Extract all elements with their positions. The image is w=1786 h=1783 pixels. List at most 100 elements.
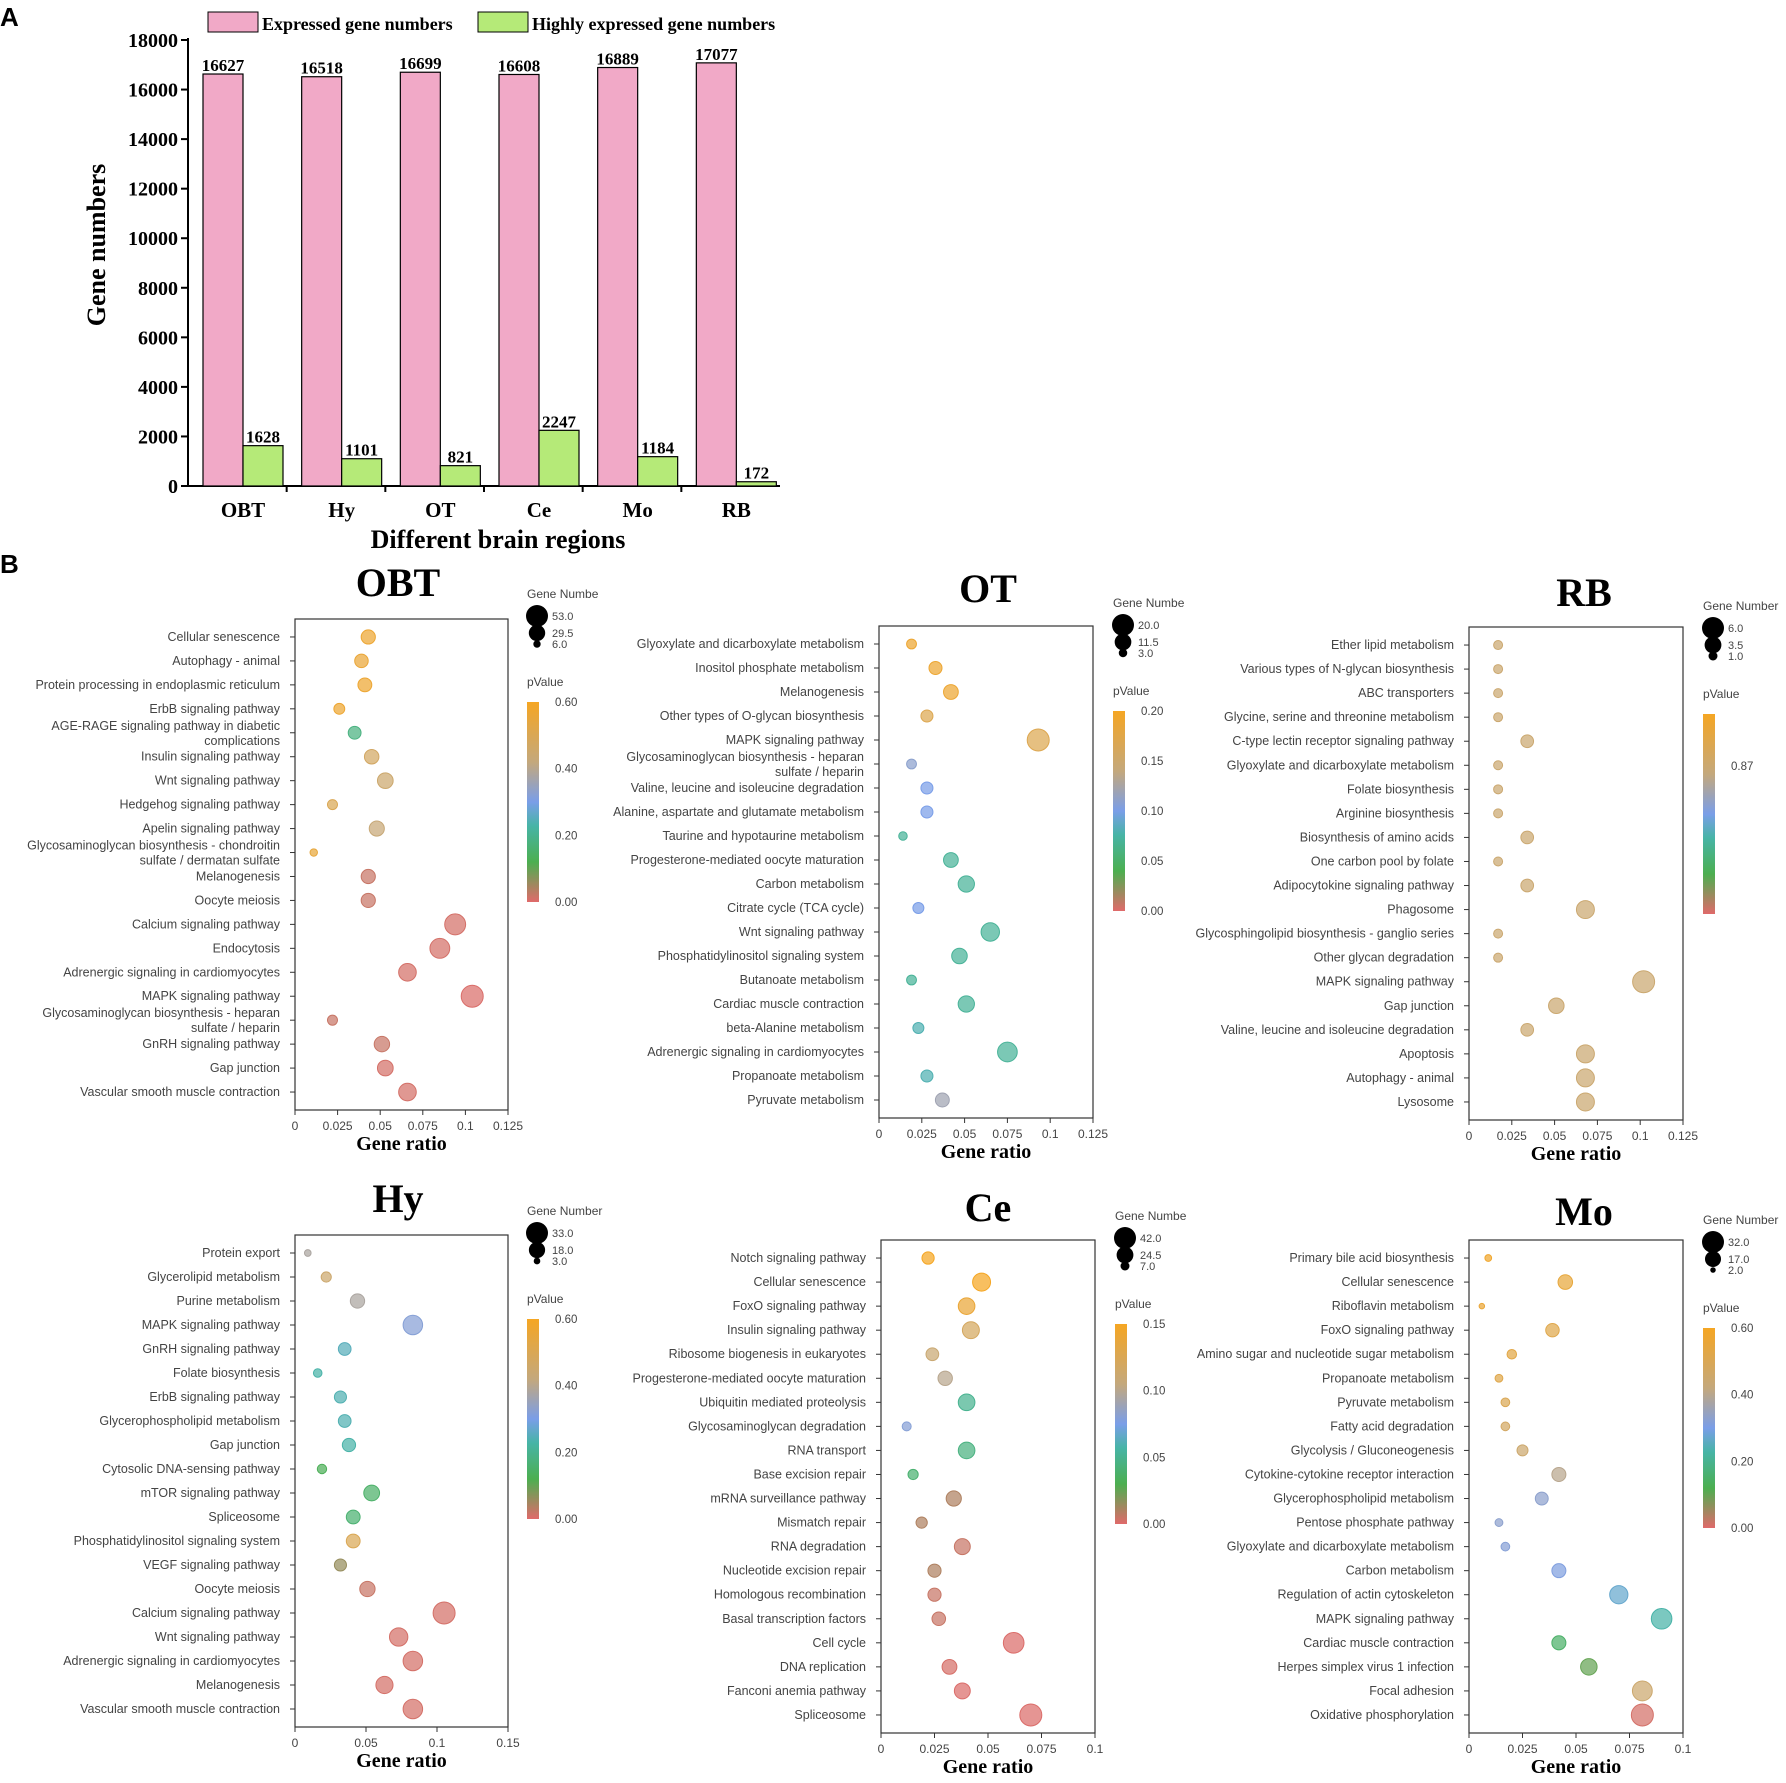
bar-expressed-mo <box>597 66 639 487</box>
size-legend-dot <box>1118 648 1128 658</box>
size-legend-title: Gene Number <box>1703 1213 1778 1227</box>
x-axis-label: Gene ratio <box>1531 1143 1622 1165</box>
size-legend-label: 3.5 <box>1728 640 1743 652</box>
size-legend-title: Gene Number <box>1703 599 1778 613</box>
y-tick-label: 4000 <box>138 377 178 399</box>
bubble-point <box>953 1538 971 1556</box>
bubble-point <box>1520 734 1535 749</box>
x-tick-label: 0 <box>1466 1742 1473 1756</box>
term-label: C-type lectin receptor signaling pathway <box>1232 734 1454 748</box>
x-axis-label: Gene ratio <box>356 1133 447 1155</box>
color-legend-tick: 0.00 <box>1731 1523 1753 1535</box>
bubble-point <box>1630 1703 1654 1727</box>
term-label: Phosphatidylinositol signaling system <box>658 949 864 963</box>
bubble-point <box>320 1271 332 1283</box>
size-legend-label: 29.5 <box>552 628 573 640</box>
bubble-point <box>1500 1397 1511 1408</box>
x-tick-label: 0 <box>1466 1129 1473 1143</box>
bubble-point <box>912 1022 925 1034</box>
bar-expressed-hy <box>301 76 343 487</box>
bar-value-label: 1101 <box>345 441 378 460</box>
term-label: FoxO signaling pathway <box>733 1299 867 1313</box>
size-legend-label: 20.0 <box>1138 620 1159 632</box>
bubble-point <box>1506 1348 1518 1360</box>
x-tick-label: 0.075 <box>992 1127 1022 1141</box>
term-label: Gap junction <box>210 1061 280 1075</box>
x-tick-label: 0.05 <box>354 1736 378 1750</box>
plot-frame <box>294 618 509 1111</box>
term-label: Cellular senescence <box>1341 1275 1454 1289</box>
bubble-point <box>354 653 369 669</box>
size-legend-label: 11.5 <box>1138 637 1159 649</box>
term-label: Adrenergic signaling in cardiomyocytes <box>647 1045 864 1059</box>
term-label: MAPK signaling pathway <box>1316 1612 1455 1626</box>
plot-frame <box>1468 1239 1684 1734</box>
term-label: Cytokine-cytokine receptor interaction <box>1245 1467 1454 1481</box>
bubble-point <box>1575 1044 1595 1064</box>
color-legend-tick: 0.20 <box>555 1447 577 1459</box>
x-tick-label: 0.1 <box>1087 1742 1104 1756</box>
color-legend-tick: 0.05 <box>1141 856 1163 868</box>
bubble-point <box>402 1314 424 1336</box>
x-tick-label: 0.1 <box>429 1736 446 1750</box>
term-label: Basal transcription factors <box>722 1612 866 1626</box>
bubble-chart-rb: RB 0 0.025 0.05 0.075 0.1 0.125 Gene ratio Ether… <box>1196 570 1779 1165</box>
x-axis-label: Gene ratio <box>943 1756 1034 1778</box>
term-label: Taurine and hypotaurine metabolism <box>662 829 864 843</box>
bubble-point <box>376 772 394 790</box>
term-label: Wnt signaling pathway <box>739 925 865 939</box>
term-label: Insulin signaling pathway <box>727 1323 867 1337</box>
bubble-point <box>906 638 917 650</box>
panel-label-a: A <box>0 2 19 32</box>
bubble-chart-ce: Ce 0 0.025 0.05 0.075 0.1 Gene ratio Notch sign… <box>633 1185 1187 1778</box>
size-legend-dot <box>1704 636 1722 654</box>
bubble-point <box>1002 1631 1025 1654</box>
term-label: Glycolysis / Gluconeogenesis <box>1291 1443 1454 1457</box>
bubble-point <box>997 1041 1018 1063</box>
bubble-point <box>921 1251 935 1265</box>
bubble-point <box>333 1390 347 1404</box>
term-label: Pentose phosphate pathway <box>1296 1516 1455 1530</box>
term-label: Carbon metabolism <box>756 877 864 891</box>
term-label: beta-Alanine metabolism <box>726 1021 864 1035</box>
y-tick-label: 14000 <box>128 129 178 151</box>
bar-value-label: 2247 <box>542 412 577 431</box>
bubble-point <box>1534 1491 1549 1506</box>
color-legend-tick: 0.05 <box>1143 1452 1165 1464</box>
term-label: Adrenergic signaling in cardiomyocytes <box>63 965 280 979</box>
bubble-point <box>951 947 968 965</box>
bubble-point <box>931 1611 947 1627</box>
color-legend-tick: 0.15 <box>1143 1319 1165 1331</box>
term-label: Focal adhesion <box>1369 1684 1454 1698</box>
term-label: Glyoxylate and dicarboxylate metabolism <box>637 637 864 651</box>
bubble-point <box>360 892 376 909</box>
bubble-point <box>943 684 959 700</box>
x-tick-label: 0 <box>292 1736 299 1750</box>
plot-frame <box>880 1239 1096 1734</box>
bubble-point <box>957 1297 976 1315</box>
size-legend-label: 24.5 <box>1140 1250 1161 1262</box>
x-tick-label-rb: RB <box>722 498 751 522</box>
bubble-point <box>312 1368 323 1378</box>
x-tick-label-hy: Hy <box>328 498 355 522</box>
bubble-point <box>402 1698 424 1720</box>
color-legend-tick: 0.00 <box>555 1514 577 1526</box>
term-label: Purine metabolism <box>176 1294 280 1308</box>
term-label: Glyoxylate and dicarboxylate metabolism <box>1227 758 1454 772</box>
size-legend-label: 3.0 <box>1138 648 1153 660</box>
term-label: DNA replication <box>780 1660 866 1674</box>
bubble-point <box>1493 784 1504 795</box>
legend-swatch-highly <box>477 11 529 33</box>
color-legend-title: pValue <box>1115 1297 1152 1311</box>
bubble-point <box>360 629 376 645</box>
bubble-point <box>359 1580 376 1598</box>
bubble-point <box>1575 1092 1595 1112</box>
bubble-point <box>906 758 917 770</box>
term-label: Pyruvate metabolism <box>747 1093 864 1107</box>
bubble-point <box>957 1441 976 1460</box>
bubble-point <box>912 902 925 914</box>
term-label: Mismatch repair <box>777 1516 866 1530</box>
bubble-point <box>388 1627 409 1647</box>
size-legend-dot <box>1710 1267 1716 1273</box>
x-tick-label: 0.05 <box>976 1742 1000 1756</box>
